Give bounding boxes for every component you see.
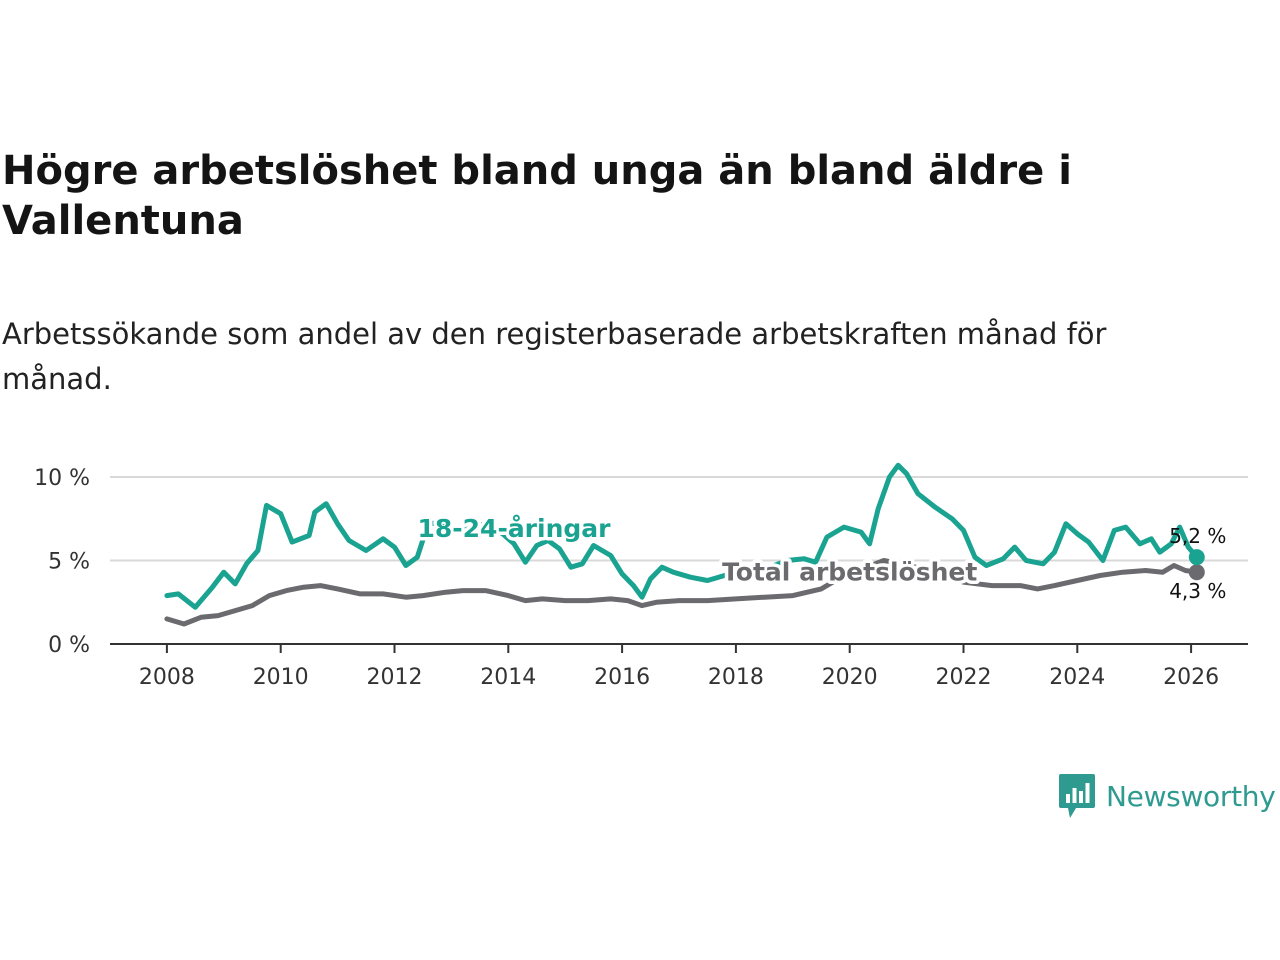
- series-label-total: Total arbetslöshet: [722, 558, 977, 587]
- x-tick-label: 2012: [367, 665, 423, 690]
- y-tick-label: 5 %: [48, 550, 90, 575]
- end-label-total: 4,3 %: [1169, 579, 1226, 603]
- x-tick-label: 2008: [139, 665, 195, 690]
- x-tick-label: 2024: [1049, 665, 1105, 690]
- series-line-total: [164, 558, 1200, 627]
- x-tick-label: 2014: [480, 665, 536, 690]
- y-tick-label: 10 %: [34, 466, 90, 491]
- x-axis: 2008 2010 2012 2014 2016 2018 2020 2022 2024 2026: [110, 643, 1248, 690]
- gridlines: [110, 476, 1248, 562]
- y-axis: 0 % 5 % 10 %: [34, 466, 90, 658]
- chart-title: Högre arbetslöshet bland unga än bland ä…: [2, 148, 1072, 244]
- newsworthy-logo: Newsworthy: [1058, 772, 1276, 820]
- series-label-youth: 18-24-åringar: [417, 514, 611, 543]
- end-point-youth: [1188, 549, 1205, 566]
- series-lines: [164, 462, 1205, 627]
- x-tick-label: 2016: [594, 665, 650, 690]
- newsworthy-logo-icon: [1059, 774, 1095, 818]
- x-tick-label: 2026: [1163, 665, 1219, 690]
- brand-name: Newsworthy: [1106, 779, 1276, 813]
- end-label-youth: 5,2 %: [1169, 524, 1226, 548]
- line-chart: 0 %5 %10 % 2008 2010 2012 2014 2016 2018 2020 2…: [34, 462, 1248, 690]
- series-line-youth: [164, 462, 1200, 610]
- x-tick-label: 2022: [936, 665, 992, 690]
- chart-subtitle: Arbetssökande som andel av den registerb…: [2, 317, 1107, 396]
- y-tick-label: 0 %: [48, 633, 90, 658]
- end-point-total: [1188, 564, 1205, 581]
- x-tick-label: 2018: [708, 665, 764, 690]
- series-labels: 5,2 % 4,3 % 18-24-åringar Total arbetslöshe…: [414, 511, 1226, 604]
- x-tick-label: 2020: [822, 665, 878, 690]
- x-tick-label: 2010: [253, 665, 309, 690]
